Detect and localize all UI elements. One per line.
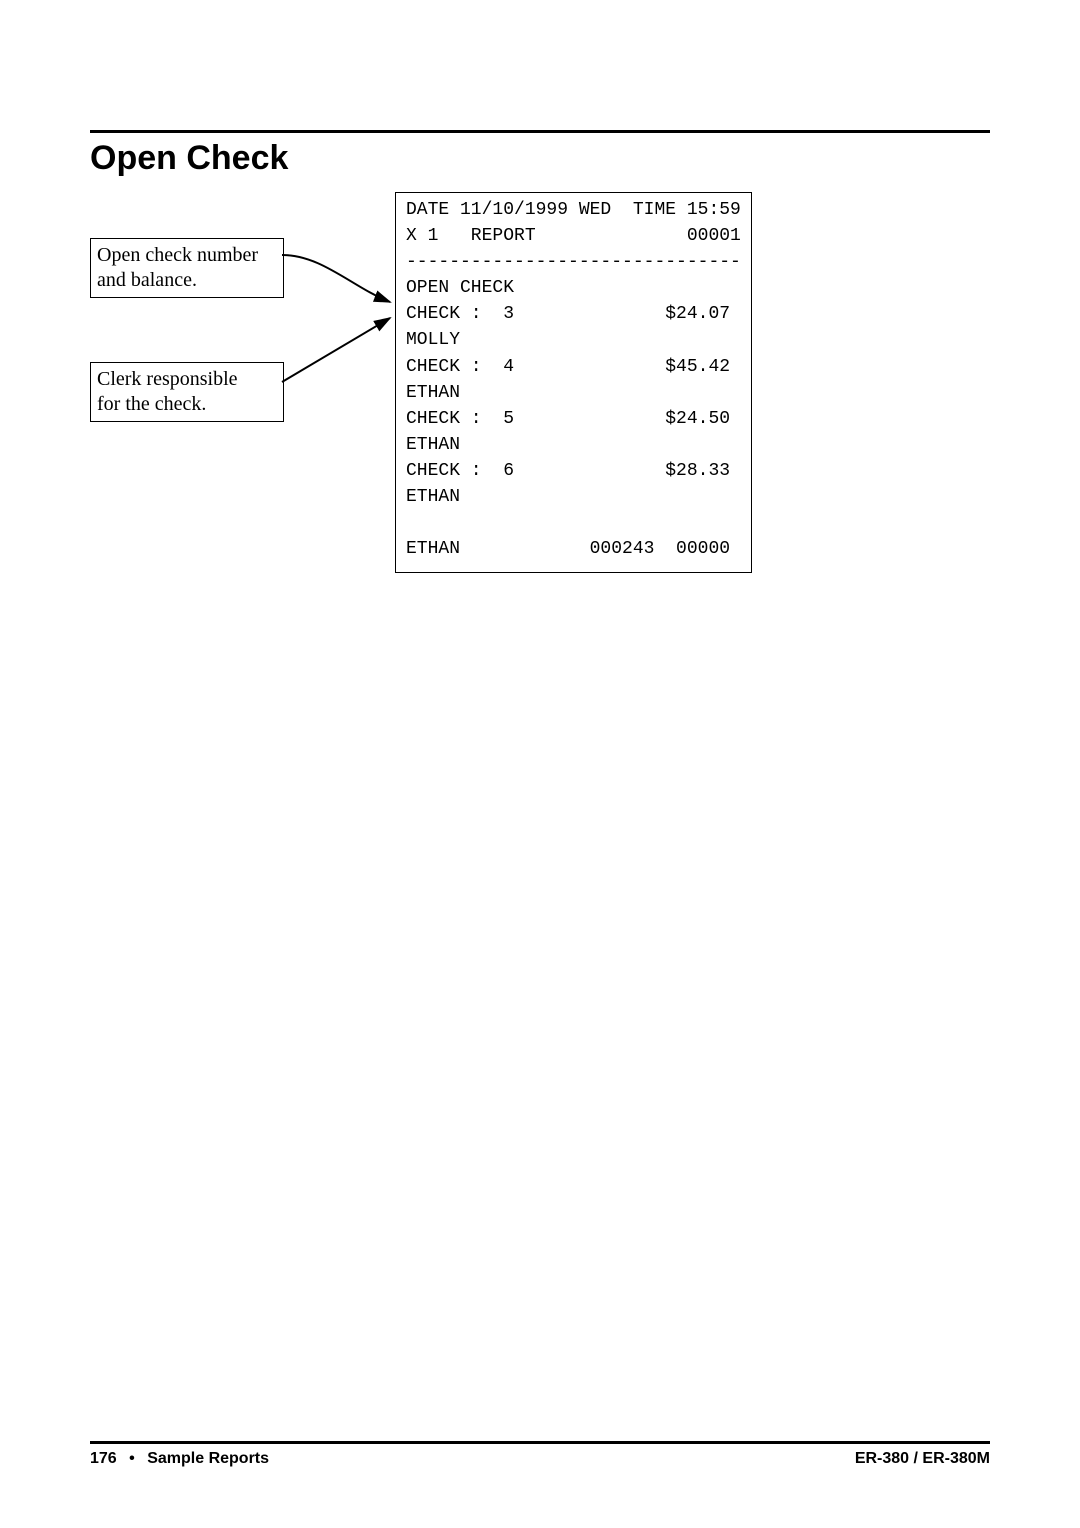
arrow-to-clerk [282, 312, 402, 392]
content-area: Open check number and balance. Clerk res… [90, 192, 990, 622]
footer-bullet-icon: • [129, 1450, 135, 1467]
footer-row: 176 • Sample Reports ER-380 / ER-380M [90, 1450, 990, 1468]
footer-page-number: 176 [90, 1450, 117, 1467]
footer-section-name: Sample Reports [147, 1450, 269, 1467]
footer-left: 176 • Sample Reports [90, 1450, 269, 1468]
page-footer: 176 • Sample Reports ER-380 / ER-380M [90, 1441, 990, 1468]
footer-model: ER-380 / ER-380M [855, 1450, 990, 1468]
section-title: Open Check [90, 139, 990, 178]
annotation-clerk-responsible: Clerk responsible for the check. [90, 362, 284, 422]
top-rule [90, 130, 990, 133]
annotation-open-check-number: Open check number and balance. [90, 238, 284, 298]
receipt-printout: DATE 11/10/1999 WED TIME 15:59 X 1 REPOR… [395, 192, 752, 573]
footer-rule [90, 1441, 990, 1444]
document-page: Open Check Open check number and balance… [0, 0, 1080, 1528]
